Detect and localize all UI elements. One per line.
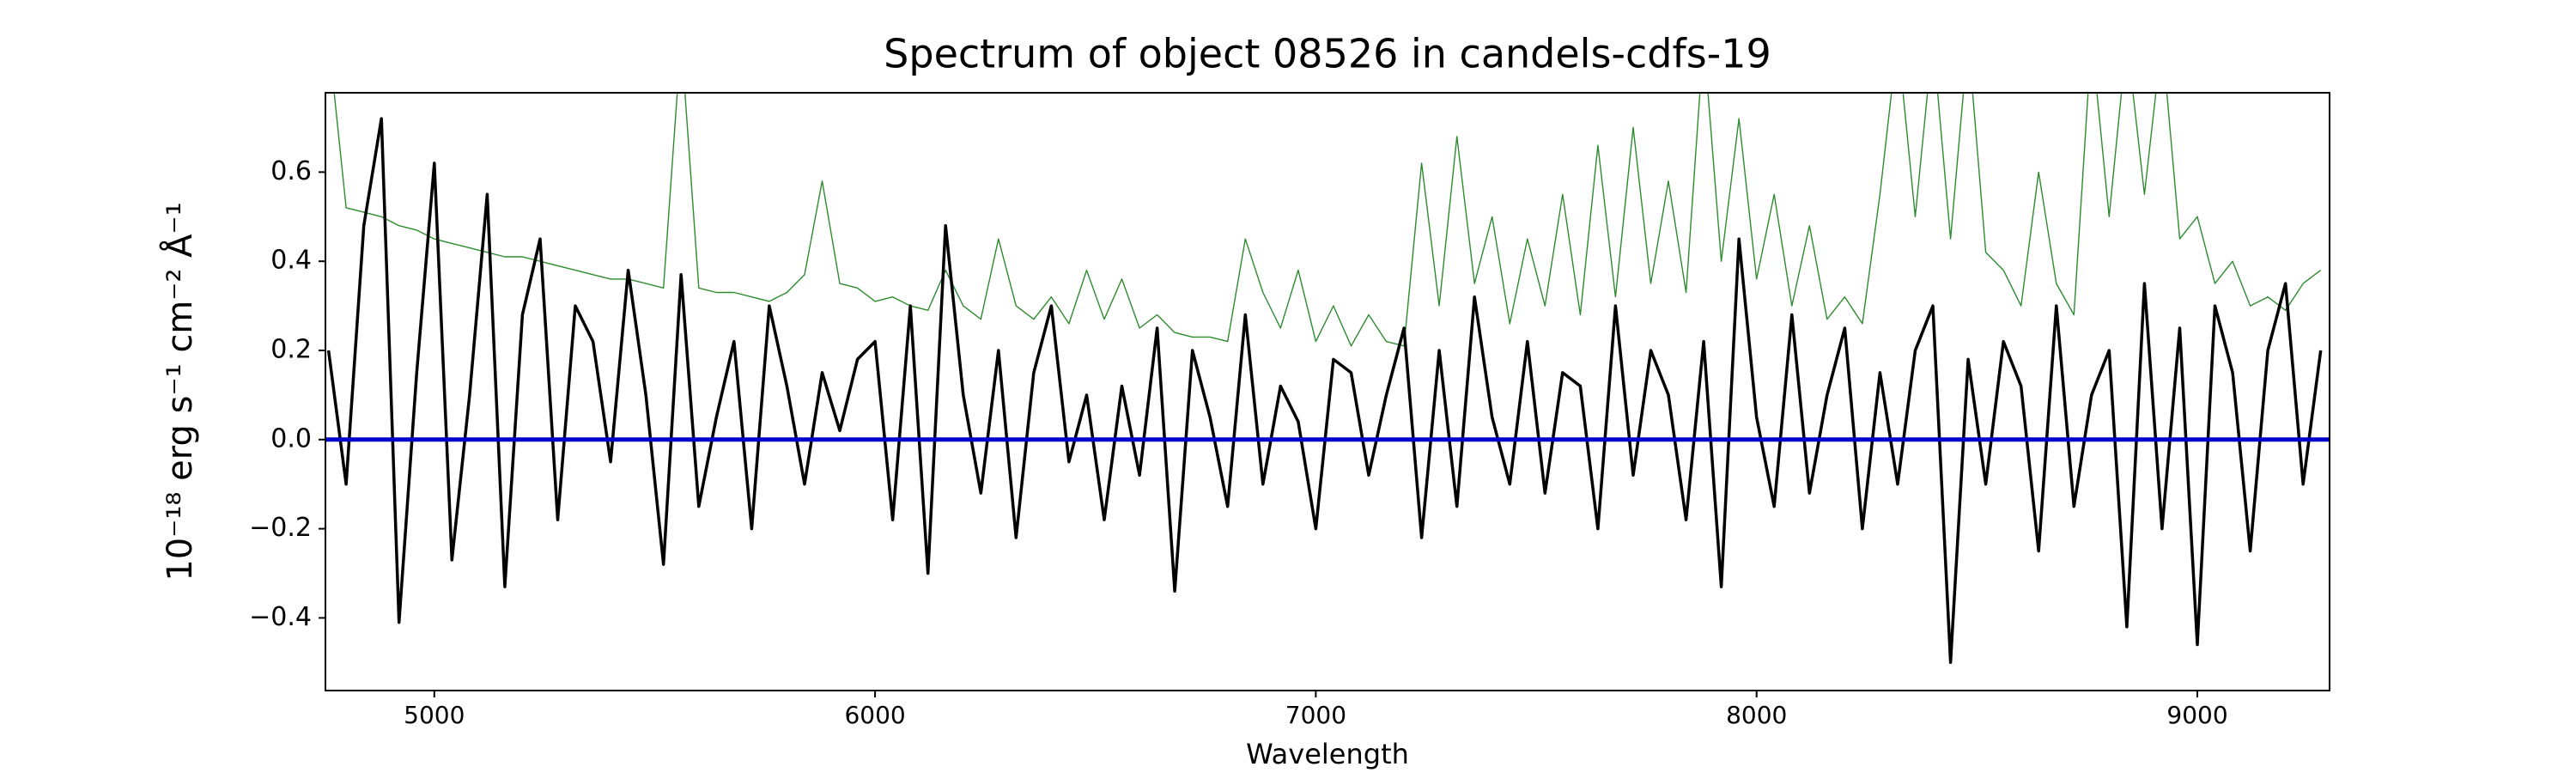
y-tick-label: 0.2 xyxy=(270,334,312,364)
y-tick-label: −0.4 xyxy=(249,602,312,632)
x-tick-label: 5000 xyxy=(404,701,465,729)
y-tick-label: −0.2 xyxy=(249,513,312,543)
x-tick-label: 9000 xyxy=(2166,701,2227,729)
x-axis-label: Wavelength xyxy=(1246,738,1409,770)
spectrum-line xyxy=(333,93,2322,347)
y-tick-label: 0.0 xyxy=(270,423,312,453)
chart-title: Spectrum of object 08526 in candels-cdfs… xyxy=(884,31,1771,77)
y-tick-label: 0.6 xyxy=(270,156,312,186)
spectrum-line xyxy=(326,117,2323,665)
axes-frame xyxy=(325,92,2330,691)
y-tick-label: 0.4 xyxy=(270,246,312,276)
x-tick-label: 7000 xyxy=(1285,701,1346,729)
y-axis-label: 10⁻¹⁸ erg s⁻¹ cm⁻² Å⁻¹ xyxy=(159,202,200,581)
x-tick-label: 8000 xyxy=(1726,701,1787,729)
plot-area xyxy=(325,93,2330,665)
x-tick-label: 6000 xyxy=(844,701,905,729)
